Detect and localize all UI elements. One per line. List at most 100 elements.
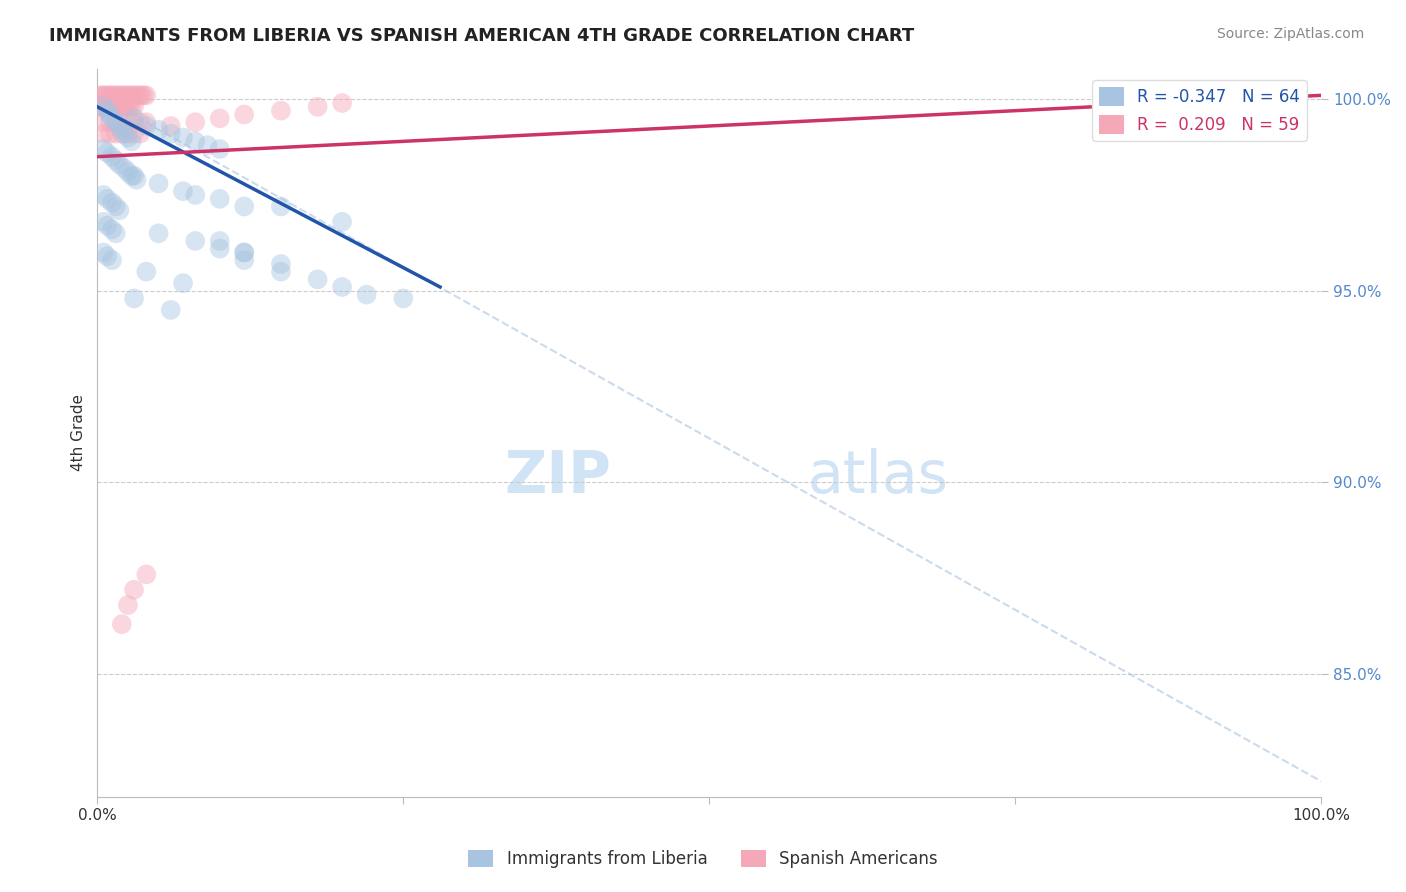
- Point: [121, 100, 143, 114]
- Point: [108, 157, 131, 171]
- Text: atlas: atlas: [807, 448, 948, 505]
- Point: [148, 227, 170, 241]
- Point: [233, 245, 256, 260]
- Point: [117, 130, 139, 145]
- Point: [93, 215, 115, 229]
- Point: [93, 100, 115, 114]
- Point: [101, 253, 124, 268]
- Point: [184, 234, 207, 248]
- Point: [93, 100, 115, 114]
- Point: [98, 127, 121, 141]
- Point: [307, 272, 329, 286]
- Point: [184, 188, 207, 202]
- Point: [270, 265, 292, 279]
- Point: [117, 165, 139, 179]
- Point: [98, 107, 121, 121]
- Point: [172, 184, 194, 198]
- Point: [93, 245, 115, 260]
- Point: [233, 253, 256, 268]
- Point: [208, 192, 231, 206]
- Point: [129, 127, 152, 141]
- Point: [122, 169, 145, 183]
- Point: [112, 127, 135, 141]
- Point: [93, 127, 115, 141]
- Point: [270, 257, 292, 271]
- Point: [172, 276, 194, 290]
- Point: [117, 115, 139, 129]
- Point: [118, 100, 141, 114]
- Point: [101, 150, 124, 164]
- Point: [103, 88, 125, 103]
- Point: [118, 88, 141, 103]
- Point: [93, 142, 115, 156]
- Point: [121, 88, 143, 103]
- Point: [233, 199, 256, 213]
- Point: [125, 172, 148, 186]
- Point: [104, 153, 127, 168]
- Point: [129, 115, 152, 129]
- Point: [104, 227, 127, 241]
- Point: [101, 195, 124, 210]
- Point: [111, 123, 134, 137]
- Point: [121, 134, 143, 148]
- Point: [135, 265, 157, 279]
- Legend: R = -0.347   N = 64, R =  0.209   N = 59: R = -0.347 N = 64, R = 0.209 N = 59: [1092, 80, 1306, 141]
- Point: [91, 100, 114, 114]
- Text: IMMIGRANTS FROM LIBERIA VS SPANISH AMERICAN 4TH GRADE CORRELATION CHART: IMMIGRANTS FROM LIBERIA VS SPANISH AMERI…: [49, 27, 914, 45]
- Point: [96, 145, 118, 160]
- Point: [104, 115, 127, 129]
- Point: [96, 88, 118, 103]
- Point: [135, 567, 157, 582]
- Point: [159, 302, 181, 317]
- Point: [148, 123, 170, 137]
- Point: [356, 287, 378, 301]
- Point: [96, 249, 118, 263]
- Point: [128, 88, 150, 103]
- Point: [122, 100, 145, 114]
- Point: [101, 112, 124, 126]
- Point: [108, 119, 131, 133]
- Point: [115, 100, 138, 114]
- Point: [148, 177, 170, 191]
- Y-axis label: 4th Grade: 4th Grade: [72, 394, 86, 471]
- Point: [108, 203, 131, 218]
- Point: [197, 138, 219, 153]
- Point: [111, 100, 134, 114]
- Point: [159, 127, 181, 141]
- Point: [96, 219, 118, 233]
- Point: [89, 100, 111, 114]
- Point: [330, 215, 353, 229]
- Point: [108, 100, 131, 114]
- Point: [98, 115, 121, 129]
- Point: [125, 88, 148, 103]
- Text: Source: ZipAtlas.com: Source: ZipAtlas.com: [1216, 27, 1364, 41]
- Point: [112, 88, 135, 103]
- Point: [122, 127, 145, 141]
- Point: [111, 617, 134, 632]
- Point: [115, 88, 138, 103]
- Point: [89, 88, 111, 103]
- Point: [117, 598, 139, 612]
- Point: [98, 88, 121, 103]
- Point: [121, 169, 143, 183]
- Point: [96, 103, 118, 118]
- Point: [233, 107, 256, 121]
- Point: [112, 161, 135, 176]
- Point: [93, 88, 115, 103]
- Point: [184, 134, 207, 148]
- Point: [101, 88, 124, 103]
- Point: [104, 115, 127, 129]
- Point: [105, 88, 128, 103]
- Point: [208, 242, 231, 256]
- Point: [392, 292, 415, 306]
- Point: [122, 112, 145, 126]
- Point: [208, 234, 231, 248]
- Point: [184, 115, 207, 129]
- Point: [105, 100, 128, 114]
- Point: [96, 100, 118, 114]
- Point: [330, 280, 353, 294]
- Point: [104, 199, 127, 213]
- Point: [131, 88, 153, 103]
- Point: [122, 292, 145, 306]
- Point: [330, 95, 353, 110]
